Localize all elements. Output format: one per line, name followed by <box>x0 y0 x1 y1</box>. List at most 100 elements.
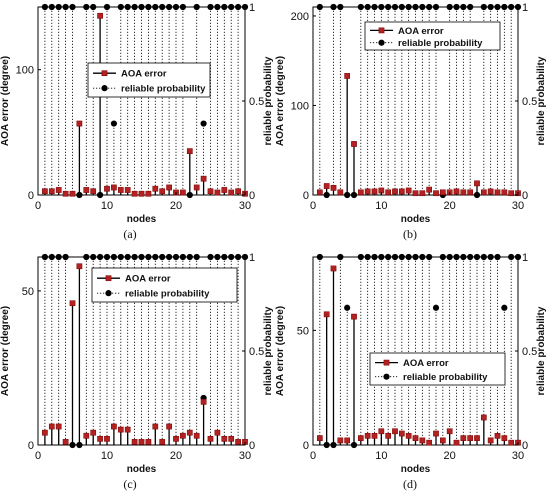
prob-marker <box>69 441 76 449</box>
error-marker <box>378 428 385 435</box>
error-marker <box>193 432 200 439</box>
prob-marker <box>385 3 392 11</box>
error-marker <box>97 435 103 442</box>
error-marker <box>83 187 90 193</box>
error-marker <box>330 265 337 272</box>
error-marker <box>392 428 398 435</box>
error-marker <box>487 188 494 195</box>
y-tick-label-right: 0.5 <box>522 346 537 358</box>
x-tick-label: 20 <box>444 450 456 462</box>
x-tick-label: 0 <box>310 450 316 462</box>
error-marker <box>166 184 172 191</box>
prob-marker <box>62 253 69 261</box>
y-tick-label-left: 0 <box>303 190 309 202</box>
x-tick-label: 10 <box>101 200 113 212</box>
prob-marker <box>131 253 138 261</box>
error-marker <box>111 184 117 191</box>
prob-marker <box>159 3 166 11</box>
prob-marker <box>131 3 138 11</box>
error-marker <box>228 435 235 442</box>
legend-label-error: AOA error <box>398 26 444 37</box>
error-marker <box>90 429 97 436</box>
error-marker <box>76 120 83 127</box>
prob-marker <box>110 120 117 127</box>
prob-marker <box>48 3 55 11</box>
error-marker <box>159 439 166 445</box>
error-marker <box>42 429 48 436</box>
error-marker <box>173 435 179 442</box>
error-marker <box>117 426 124 433</box>
prob-marker <box>432 304 440 311</box>
prob-marker <box>412 253 419 261</box>
prob-marker <box>76 191 83 199</box>
prob-marker <box>364 3 371 11</box>
prob-marker <box>207 3 214 11</box>
error-marker <box>69 190 76 197</box>
error-marker <box>207 435 214 442</box>
prob-marker <box>419 253 426 261</box>
error-marker <box>337 437 344 444</box>
error-marker <box>152 423 159 430</box>
legend-label-error: AOA error <box>125 274 171 285</box>
error-marker <box>501 435 508 441</box>
error-marker <box>344 73 351 79</box>
error-marker <box>62 190 69 197</box>
error-marker <box>467 189 474 196</box>
prob-marker <box>344 304 351 311</box>
error-marker <box>138 439 145 445</box>
y-tick-label-left: 100 <box>291 100 309 112</box>
x-axis-label: nodes <box>401 214 431 225</box>
prob-marker <box>193 253 200 261</box>
error-marker <box>97 12 103 19</box>
prob-marker <box>200 120 207 127</box>
error-marker <box>453 439 460 446</box>
error-marker <box>330 184 337 191</box>
prob-marker <box>467 253 474 261</box>
error-marker <box>62 439 69 445</box>
legend-marker-prob <box>101 85 108 92</box>
error-marker <box>508 439 515 446</box>
y-tick-label-left: 100 <box>16 65 34 77</box>
error-marker <box>474 435 480 441</box>
legend-label-prob: reliable probability <box>398 38 483 49</box>
error-marker <box>323 183 330 189</box>
prob-marker <box>480 253 487 261</box>
prob-marker <box>235 3 242 11</box>
error-marker <box>419 190 426 197</box>
prob-marker <box>179 3 186 11</box>
prob-marker <box>419 3 426 11</box>
x-tick-label: 20 <box>444 200 456 212</box>
error-marker <box>83 432 90 439</box>
prob-marker <box>97 191 104 199</box>
prob-marker <box>48 253 55 261</box>
prob-marker <box>69 3 76 11</box>
x-tick-label: 20 <box>170 450 182 462</box>
prob-marker <box>487 253 494 261</box>
error-marker <box>474 180 480 187</box>
y-axis-label-left: AOA error (degree) <box>275 56 286 146</box>
error-marker <box>124 187 131 193</box>
legend-label-error: AOA error <box>403 358 449 369</box>
error-marker <box>371 432 378 439</box>
y-tick-label-left: 0 <box>28 440 34 452</box>
prob-marker <box>41 253 49 261</box>
prob-marker <box>330 441 337 449</box>
prob-marker <box>138 3 145 11</box>
y-tick-label-left: 200 <box>291 11 309 23</box>
error-marker <box>145 190 152 197</box>
prob-marker <box>426 3 433 11</box>
prob-marker <box>330 3 337 11</box>
prob-marker <box>391 253 399 261</box>
prob-marker <box>494 253 501 261</box>
error-marker <box>214 189 221 196</box>
error-marker <box>104 185 110 192</box>
error-marker <box>166 423 172 430</box>
error-marker <box>364 188 371 195</box>
prob-marker <box>221 253 228 261</box>
legend-label-prob: reliable probability <box>121 84 206 95</box>
prob-marker <box>138 253 145 261</box>
prob-marker <box>439 253 446 261</box>
error-marker <box>69 300 76 307</box>
y-axis-label-left: AOA error (degree) <box>275 306 286 396</box>
